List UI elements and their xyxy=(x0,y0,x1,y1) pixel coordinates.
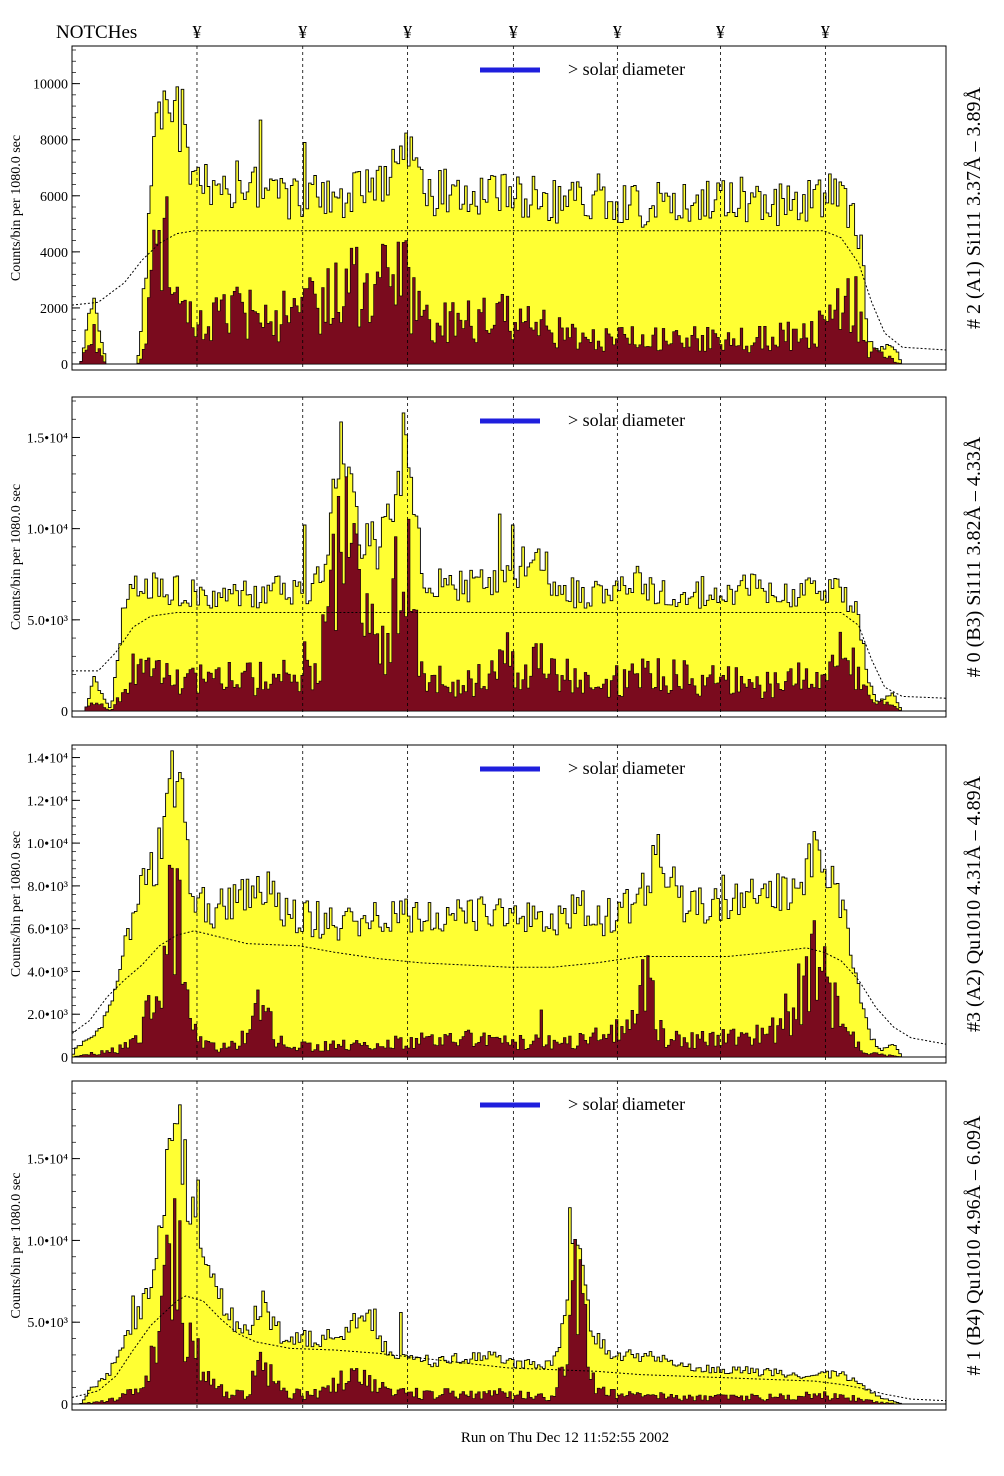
y-tick-label: 6.0•10³ xyxy=(27,923,68,938)
y-tick-label: 0 xyxy=(61,705,68,720)
notch-markers: ¥ ¥ ¥ ¥ ¥ ¥ ¥ xyxy=(192,22,829,42)
chart-panel-1: 0 5.0•10³ 1.0•10⁴ 1.5•10⁴ Counts/bin per 108… xyxy=(9,396,985,720)
chart-panels: 0 2000 4000 6000 8000 10000 Counts/bin per 108… xyxy=(9,45,985,1413)
panel-title: #3 (A2) Qu1010 4.31Å – 4.89Å xyxy=(963,775,985,1032)
peak-counts-histogram xyxy=(72,1198,946,1405)
peak-counts-histogram xyxy=(72,476,946,712)
y-axis-label: Counts/bin per 1080.0 sec xyxy=(9,1172,24,1318)
total-counts-histogram xyxy=(72,86,946,365)
model-curve xyxy=(71,930,947,1045)
peak-counts-histogram xyxy=(71,864,946,1058)
chart-panel-0: 0 2000 4000 6000 8000 10000 Counts/bin per 108… xyxy=(9,45,985,373)
y-tick-label: 0 xyxy=(61,1398,68,1413)
panel-frame xyxy=(71,396,947,718)
model-curve xyxy=(71,1295,947,1402)
chart-panel-2: 0 2.0•10³ 4.0•10³ 6.0•10³ 8.0•10³ 1.0•10⁴ 1.2•… xyxy=(9,744,985,1066)
y-tick-label: 5.0•10³ xyxy=(27,614,68,629)
notch-symbol-5: ¥ xyxy=(716,22,725,42)
y-tick-label: 6000 xyxy=(40,190,68,205)
y-axis-label: Counts/bin per 1080.0 sec xyxy=(9,831,24,977)
y-tick-label: 8000 xyxy=(40,134,68,149)
notches-label: NOTCHes xyxy=(56,22,137,43)
y-tick-label: 2.0•10³ xyxy=(27,1008,68,1023)
y-tick-label: 10000 xyxy=(33,78,68,93)
panel-title: # 2 (A1) Si111 3.37Å – 3.89Å xyxy=(963,87,985,329)
y-tick-label: 4000 xyxy=(40,246,68,261)
legend-text: > solar diameter xyxy=(568,59,685,79)
y-tick-label: 1.4•10⁴ xyxy=(27,752,68,767)
notch-symbol-1: ¥ xyxy=(298,22,307,42)
y-tick-label: 8.0•10³ xyxy=(27,880,68,895)
model-curve xyxy=(71,230,947,351)
y-tick-label: 4.0•10³ xyxy=(27,965,68,980)
panel-frame xyxy=(71,45,947,371)
y-tick-label: 0 xyxy=(61,358,68,373)
y-tick-label: 1.5•10⁴ xyxy=(27,1153,68,1168)
run-timestamp: Run on Thu Dec 12 11:52:55 2002 xyxy=(461,1430,669,1446)
legend-text: > solar diameter xyxy=(568,758,685,778)
y-tick-label: 5.0•10³ xyxy=(27,1316,68,1331)
y-tick-label: 1.0•10⁴ xyxy=(27,1234,68,1249)
notch-symbol-2: ¥ xyxy=(403,22,412,42)
legend-text: > solar diameter xyxy=(568,1094,685,1114)
notch-symbol-3: ¥ xyxy=(509,22,518,42)
legend-text: > solar diameter xyxy=(568,410,685,430)
peak-counts-histogram xyxy=(72,196,946,365)
y-tick-label: 0 xyxy=(61,1051,68,1066)
notch-symbol-0: ¥ xyxy=(192,22,201,42)
y-tick-label: 2000 xyxy=(40,302,68,317)
y-axis-label: Counts/bin per 1080.0 sec xyxy=(9,135,24,281)
y-tick-label: 1.2•10⁴ xyxy=(27,794,68,809)
model-curve xyxy=(72,612,947,699)
y-axis-label: Counts/bin per 1080.0 sec xyxy=(9,484,24,630)
y-tick-label: 1.5•10⁴ xyxy=(27,431,68,446)
notch-symbol-4: ¥ xyxy=(613,22,622,42)
y-tick-label: 1.0•10⁴ xyxy=(27,523,68,538)
notch-symbol-6: ¥ xyxy=(821,22,830,42)
panel-frame xyxy=(71,1080,947,1411)
y-tick-label: 1.0•10⁴ xyxy=(27,837,68,852)
panel-title: # 1 (B4) Qu1010 4.96Å – 6.09Å xyxy=(963,1115,985,1376)
total-counts-histogram xyxy=(72,412,946,712)
total-counts-histogram xyxy=(71,750,946,1058)
total-counts-histogram xyxy=(72,1104,946,1405)
panel-title: # 0 (B3) Si111 3.82Å – 4.33Å xyxy=(963,436,985,677)
panel-frame xyxy=(71,744,947,1064)
